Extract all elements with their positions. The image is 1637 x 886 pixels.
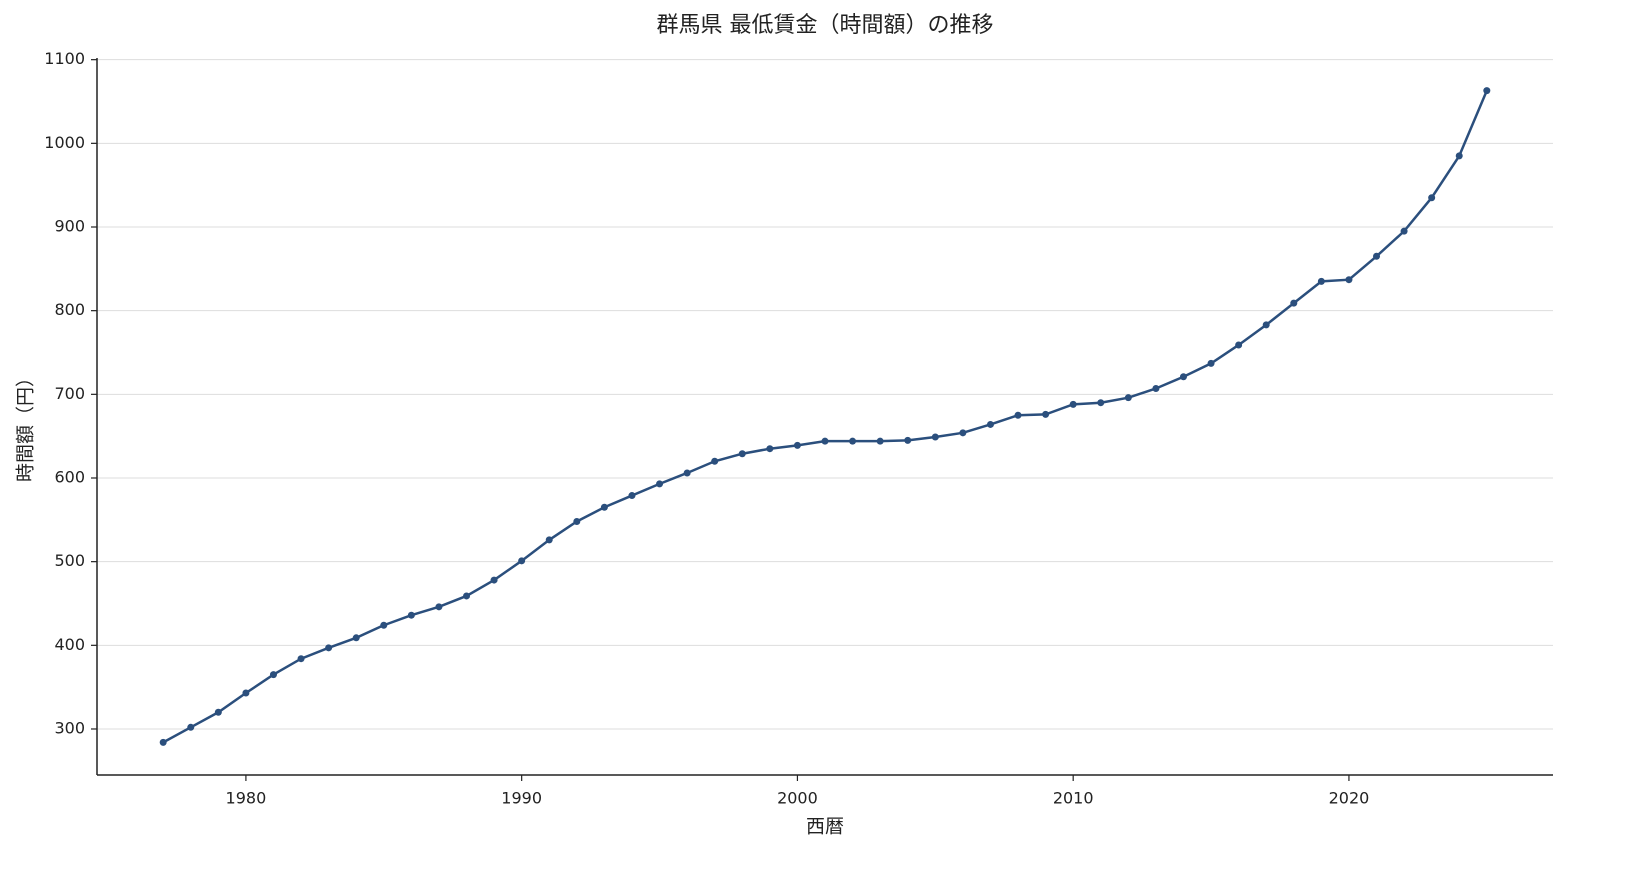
- marker: [766, 445, 774, 453]
- marker: [931, 433, 939, 441]
- x-tick-label: 2010: [1053, 789, 1094, 808]
- y-tick-label: 400: [54, 635, 85, 654]
- marker: [986, 420, 994, 428]
- line: [162, 90, 1488, 744]
- x-tick-label: 1990: [501, 789, 542, 808]
- marker: [242, 689, 250, 697]
- marker: [1179, 373, 1187, 381]
- marker: [1042, 410, 1050, 418]
- marker: [876, 437, 884, 445]
- y-tick-label: 700: [54, 384, 85, 403]
- marker: [656, 480, 664, 488]
- marker: [1235, 341, 1243, 349]
- marker: [711, 457, 719, 465]
- marker: [545, 536, 553, 544]
- marker: [159, 738, 167, 746]
- marker: [518, 557, 526, 565]
- marker: [1262, 321, 1270, 329]
- marker: [187, 723, 195, 731]
- marker: [1317, 277, 1325, 285]
- marker: [683, 469, 691, 477]
- marker: [1345, 276, 1353, 284]
- marker: [269, 671, 277, 679]
- marker: [1290, 299, 1298, 307]
- y-tick-label: 1100: [44, 49, 85, 68]
- marker: [1014, 411, 1022, 419]
- x-tick-label: 1980: [226, 789, 267, 808]
- x-axis-label: 西暦: [806, 816, 844, 838]
- marker: [325, 644, 333, 652]
- y-axis-label: 時間額（円）: [15, 368, 37, 482]
- marker: [1428, 194, 1436, 202]
- marker: [463, 592, 471, 600]
- marker: [1483, 87, 1491, 95]
- marker: [849, 437, 857, 445]
- marker: [793, 441, 801, 449]
- x-tick-label: 2000: [777, 789, 818, 808]
- marker: [1097, 399, 1105, 407]
- marker: [959, 429, 967, 437]
- marker: [1069, 400, 1077, 408]
- y-tick-label: 1000: [44, 133, 85, 152]
- marker: [352, 634, 360, 642]
- marker: [490, 576, 498, 584]
- marker: [380, 621, 388, 629]
- marker: [1207, 359, 1215, 367]
- y-tick-label: 800: [54, 300, 85, 319]
- marker: [1124, 394, 1132, 402]
- marker: [1373, 252, 1381, 260]
- marker: [1152, 384, 1160, 392]
- marker: [407, 611, 415, 619]
- marker: [435, 603, 443, 611]
- x-tick-label: 2020: [1329, 789, 1370, 808]
- marker: [600, 503, 608, 511]
- marker: [1455, 152, 1463, 160]
- chart-title: 群馬県 最低賃金（時間額）の推移: [657, 13, 994, 38]
- marker: [214, 708, 222, 716]
- marker: [573, 517, 581, 525]
- y-tick-label: 600: [54, 467, 85, 486]
- marker: [821, 437, 829, 445]
- marker: [904, 436, 912, 444]
- marker: [1400, 227, 1408, 235]
- y-tick-label: 500: [54, 551, 85, 570]
- marker: [738, 450, 746, 458]
- y-tick-label: 300: [54, 718, 85, 737]
- marker: [628, 492, 636, 500]
- y-tick-label: 900: [54, 217, 85, 236]
- marker: [297, 655, 305, 663]
